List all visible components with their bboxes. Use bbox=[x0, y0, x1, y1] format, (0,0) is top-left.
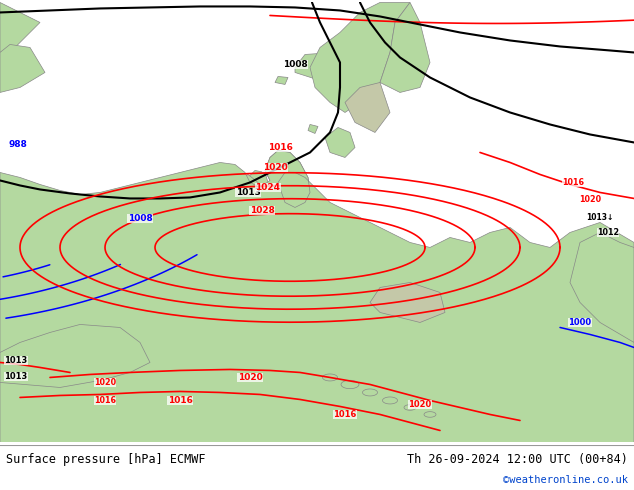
Polygon shape bbox=[310, 2, 410, 113]
Text: ©weatheronline.co.uk: ©weatheronline.co.uk bbox=[503, 475, 628, 485]
Text: 1008: 1008 bbox=[283, 60, 307, 69]
Polygon shape bbox=[404, 405, 416, 410]
Text: 1013: 1013 bbox=[236, 188, 261, 197]
Polygon shape bbox=[323, 374, 337, 381]
Text: 1020: 1020 bbox=[408, 400, 432, 409]
Text: 1020: 1020 bbox=[579, 195, 601, 204]
Polygon shape bbox=[295, 52, 355, 80]
Text: 1020: 1020 bbox=[238, 373, 262, 382]
Text: 1012: 1012 bbox=[597, 228, 619, 237]
Text: 1013: 1013 bbox=[4, 372, 28, 381]
Text: 1028: 1028 bbox=[250, 206, 275, 215]
Text: 1016: 1016 bbox=[333, 410, 357, 419]
Polygon shape bbox=[345, 82, 390, 132]
Polygon shape bbox=[275, 76, 288, 84]
Text: 1013: 1013 bbox=[4, 356, 28, 365]
Polygon shape bbox=[363, 389, 377, 396]
Text: 1016: 1016 bbox=[562, 178, 584, 187]
Polygon shape bbox=[0, 324, 150, 388]
Text: Surface pressure [hPa] ECMWF: Surface pressure [hPa] ECMWF bbox=[6, 453, 205, 466]
Polygon shape bbox=[235, 174, 260, 207]
Text: 1013↓: 1013↓ bbox=[586, 213, 614, 222]
Polygon shape bbox=[0, 2, 40, 52]
Polygon shape bbox=[325, 127, 355, 157]
Text: 1008: 1008 bbox=[127, 214, 152, 223]
Text: 1016: 1016 bbox=[94, 396, 116, 405]
Text: 1016: 1016 bbox=[268, 143, 292, 152]
Polygon shape bbox=[370, 282, 445, 322]
Polygon shape bbox=[0, 150, 634, 442]
Text: 1016: 1016 bbox=[167, 396, 193, 405]
Polygon shape bbox=[570, 232, 634, 343]
Polygon shape bbox=[382, 397, 398, 404]
Polygon shape bbox=[424, 412, 436, 417]
Polygon shape bbox=[341, 380, 359, 389]
Text: 1020: 1020 bbox=[94, 378, 116, 387]
Polygon shape bbox=[265, 150, 310, 207]
Text: 1024: 1024 bbox=[256, 183, 280, 192]
Text: 1020: 1020 bbox=[262, 163, 287, 172]
Text: 1000: 1000 bbox=[569, 318, 592, 327]
Polygon shape bbox=[0, 45, 45, 93]
Polygon shape bbox=[380, 2, 430, 93]
Polygon shape bbox=[248, 171, 268, 188]
Text: 988: 988 bbox=[9, 140, 27, 149]
Polygon shape bbox=[308, 124, 318, 133]
Text: Th 26-09-2024 12:00 UTC (00+84): Th 26-09-2024 12:00 UTC (00+84) bbox=[407, 453, 628, 466]
Polygon shape bbox=[360, 65, 375, 74]
